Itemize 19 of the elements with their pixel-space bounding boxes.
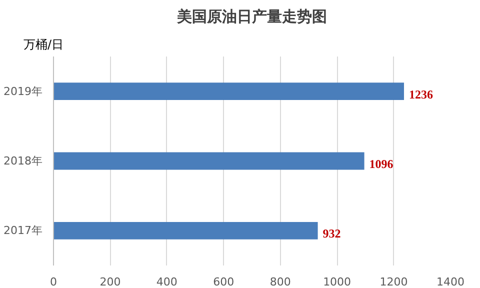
bar	[54, 82, 404, 100]
data-label: 1236	[408, 87, 433, 102]
x-tick-label: 200	[100, 276, 121, 288]
x-tick-label: 1000	[323, 276, 352, 288]
data-label: 1096	[369, 157, 394, 171]
y-tick-label: 2017年	[4, 224, 43, 238]
data-label: 932	[322, 226, 341, 241]
bar	[54, 222, 318, 240]
x-tick-label: 0	[50, 276, 57, 288]
y-tick-label: 2018年	[4, 154, 43, 168]
x-tick-label: 1200	[380, 276, 408, 288]
x-tick-label: 400	[156, 276, 178, 288]
y-tick-label: 2019年	[4, 84, 43, 98]
y-axis-title: 万桶/日	[24, 38, 64, 52]
x-tick-label: 600	[213, 276, 234, 288]
bar	[54, 152, 364, 170]
x-tick-label: 1400	[436, 276, 465, 288]
x-tick-label: 800	[270, 276, 291, 288]
chart-title: 美国原油日产量走势图	[176, 8, 327, 26]
